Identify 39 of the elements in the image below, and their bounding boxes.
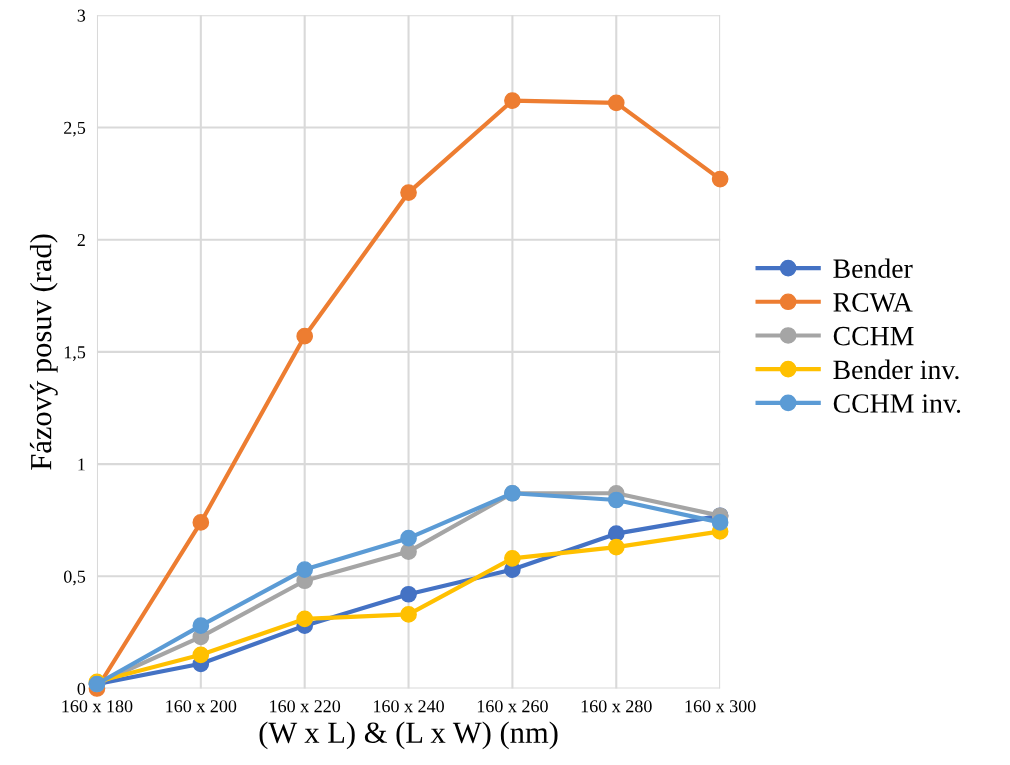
legend-label: Bender inv. — [833, 359, 959, 380]
y-tick-label: 1 — [78, 458, 85, 471]
point — [711, 514, 729, 531]
x-tick-label: 160 x 260 — [477, 700, 548, 713]
x-tick-label: 160 x 300 — [685, 700, 756, 713]
x-tick-label: 160 x 220 — [270, 700, 341, 713]
x-tick-label: 160 x 280 — [581, 700, 652, 713]
point — [192, 617, 210, 635]
point — [400, 529, 417, 547]
x-tick-label: 160 x 200 — [166, 700, 237, 713]
y-tick-label: 1,5 — [64, 346, 86, 361]
legend-label: RCWA — [833, 293, 913, 312]
point — [400, 543, 417, 560]
y-tick-label: 3 — [77, 9, 86, 22]
point — [504, 550, 521, 567]
x-tick-label: 160 x 180 — [62, 700, 133, 713]
legend-label: CCHM inv. — [833, 394, 961, 413]
point — [400, 606, 417, 623]
y-tick-label: 2,5 — [64, 121, 86, 137]
point — [400, 585, 417, 603]
y-axis-title: Fázový posuv (rad) — [29, 234, 58, 470]
point — [607, 538, 625, 556]
point — [192, 646, 210, 664]
y-tick-label: 0 — [77, 682, 86, 695]
point — [296, 561, 314, 578]
point — [400, 184, 417, 201]
point — [296, 327, 314, 345]
point — [607, 94, 625, 112]
y-tick-label: 0,5 — [63, 570, 86, 586]
point — [607, 491, 625, 509]
point — [296, 610, 314, 628]
x-tick-label: 160 x 240 — [374, 700, 444, 713]
legend-label: CCHM — [833, 326, 914, 346]
point — [192, 514, 210, 531]
y-tick-label: 2 — [77, 234, 85, 246]
x-axis-title: (W x L) & (L x W) (nm) — [259, 721, 558, 750]
point — [504, 92, 521, 109]
point — [711, 170, 729, 188]
legend-label: Bender — [833, 258, 913, 279]
